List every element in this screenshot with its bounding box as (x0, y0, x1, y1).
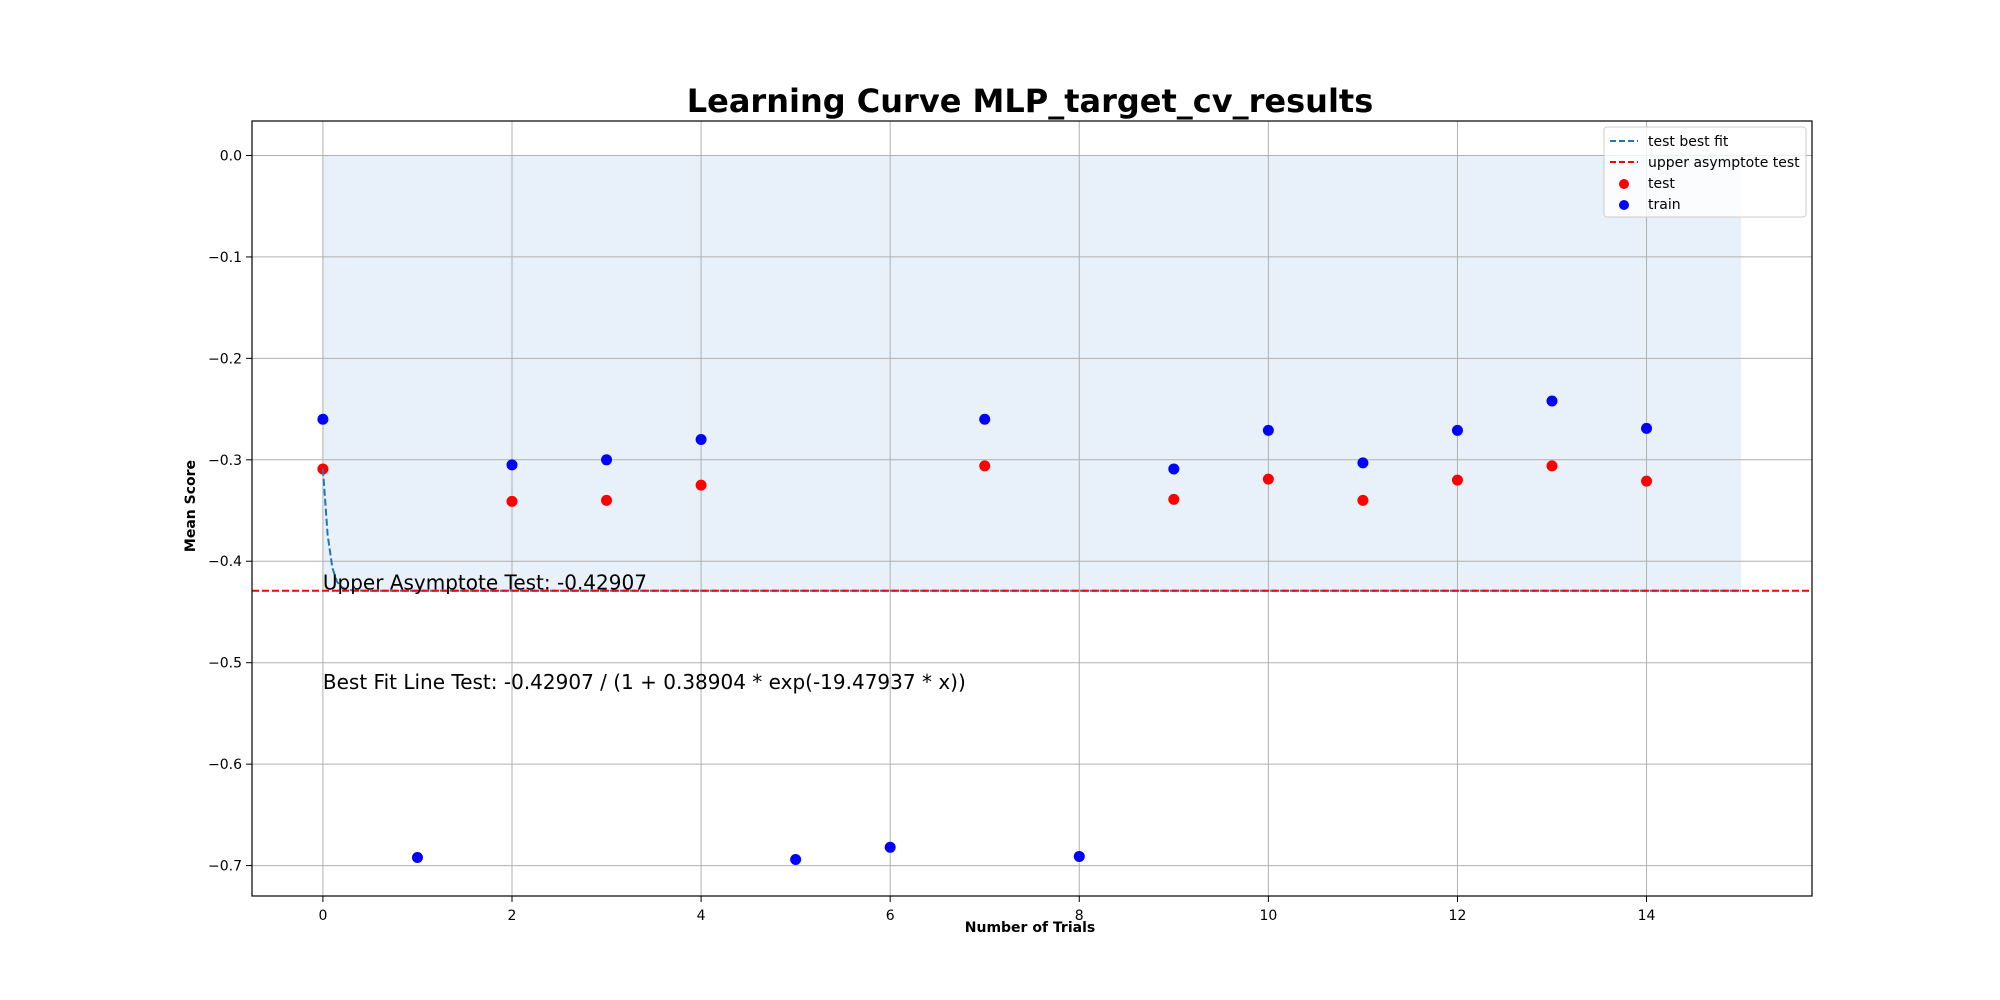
train-point (1073, 850, 1085, 862)
test-point (1262, 473, 1274, 485)
x-tick-label: 4 (697, 908, 706, 924)
test-point (1357, 494, 1369, 506)
y-axis: 0.0 −0.1 −0.2 −0.3 −0.4 −0.5 −0.6 −0.7 (208, 148, 252, 875)
x-tick-label: 0 (318, 908, 327, 924)
chart-title: Learning Curve MLP_target_cv_results (687, 82, 1374, 120)
train-point (1451, 424, 1463, 436)
legend-dot-swatch (1619, 179, 1629, 189)
legend-box (1603, 126, 1807, 218)
train-point (979, 413, 991, 425)
y-tick-label: −0.2 (208, 351, 242, 367)
train-point (695, 434, 707, 446)
train-point (506, 459, 518, 471)
x-tick-label: 8 (1075, 908, 1084, 924)
asymptote-annotation: Upper Asymptote Test: -0.42907 (323, 571, 647, 595)
train-point (1357, 457, 1369, 469)
shaded-region (322, 155, 1742, 591)
test-point (601, 494, 613, 506)
y-tick-label: −0.5 (208, 656, 242, 672)
test-point (1546, 460, 1558, 472)
legend-dot-swatch (1619, 200, 1629, 210)
train-point (790, 853, 802, 865)
test-point (979, 460, 991, 472)
x-tick-label: 2 (508, 908, 517, 924)
legend: test best fit upper asymptote test test tra… (1603, 126, 1807, 218)
x-tick-label: 6 (886, 908, 895, 924)
test-point (506, 495, 518, 507)
train-point (411, 851, 423, 863)
best-fit-annotation: Best Fit Line Test: -0.42907 / (1 + 0.38… (323, 670, 966, 694)
legend-label: upper asymptote test (1648, 155, 1800, 171)
train-point (601, 454, 613, 466)
legend-label: train (1648, 197, 1681, 213)
x-axis: 0 2 4 6 8 10 12 14 (318, 896, 1656, 924)
y-tick-label: −0.7 (208, 859, 242, 875)
y-tick-label: −0.3 (208, 453, 242, 469)
legend-label: test best fit (1648, 134, 1729, 150)
y-axis-label: Mean Score (183, 460, 199, 552)
test-point (1451, 474, 1463, 486)
x-tick-label: 10 (1259, 908, 1277, 924)
train-point (1168, 463, 1180, 475)
y-tick-label: 0.0 (220, 148, 242, 164)
x-axis-label: Number of Trials (965, 920, 1095, 936)
train-point (884, 841, 896, 853)
train-point (1641, 422, 1653, 434)
y-tick-label: −0.6 (208, 757, 242, 773)
test-point (695, 479, 707, 491)
x-tick-label: 14 (1638, 908, 1656, 924)
train-point (1262, 424, 1274, 436)
y-tick-label: −0.1 (208, 250, 242, 266)
train-point (317, 413, 329, 425)
train-point (1546, 395, 1558, 407)
y-tick-label: −0.4 (208, 554, 242, 570)
x-tick-label: 12 (1449, 908, 1467, 924)
train-points (317, 395, 1653, 865)
plot-frame (251, 120, 1813, 897)
legend-label: test (1648, 176, 1675, 192)
test-point (1168, 493, 1180, 505)
test-point (1641, 475, 1653, 487)
